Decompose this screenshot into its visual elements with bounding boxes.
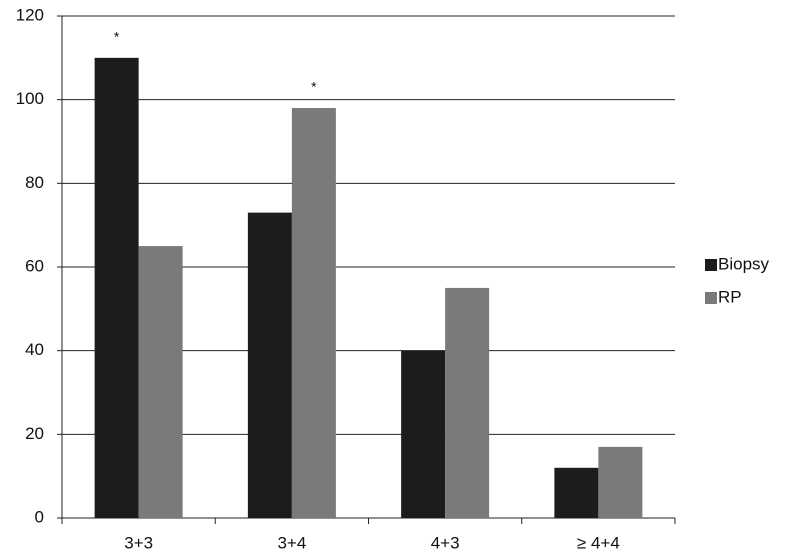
bar [138, 246, 183, 519]
bar [445, 287, 490, 518]
x-tick-label: 3+3 [124, 533, 153, 552]
y-tick-label: 0 [35, 507, 44, 526]
bar [247, 212, 292, 518]
legend-swatch [705, 292, 717, 304]
y-tick-label: 40 [25, 340, 44, 359]
y-tick-label: 100 [16, 89, 44, 108]
bar [598, 446, 643, 518]
x-tick-label: 3+4 [277, 533, 306, 552]
bar [401, 350, 446, 518]
bar [94, 57, 139, 518]
y-tick-label: 120 [16, 5, 44, 24]
y-tick-label: 60 [25, 256, 44, 275]
y-tick-label: 20 [25, 424, 44, 443]
bar [554, 467, 599, 518]
annotation: * [311, 79, 317, 95]
x-tick-label: 4+3 [431, 533, 460, 552]
y-tick-label: 80 [25, 173, 44, 192]
bar [291, 108, 336, 519]
legend-swatch [705, 259, 717, 271]
annotation: * [114, 29, 120, 45]
x-tick-label: ≥ 4+4 [577, 533, 620, 552]
legend-label: Biopsy [718, 254, 770, 273]
legend-label: RP [718, 287, 742, 306]
